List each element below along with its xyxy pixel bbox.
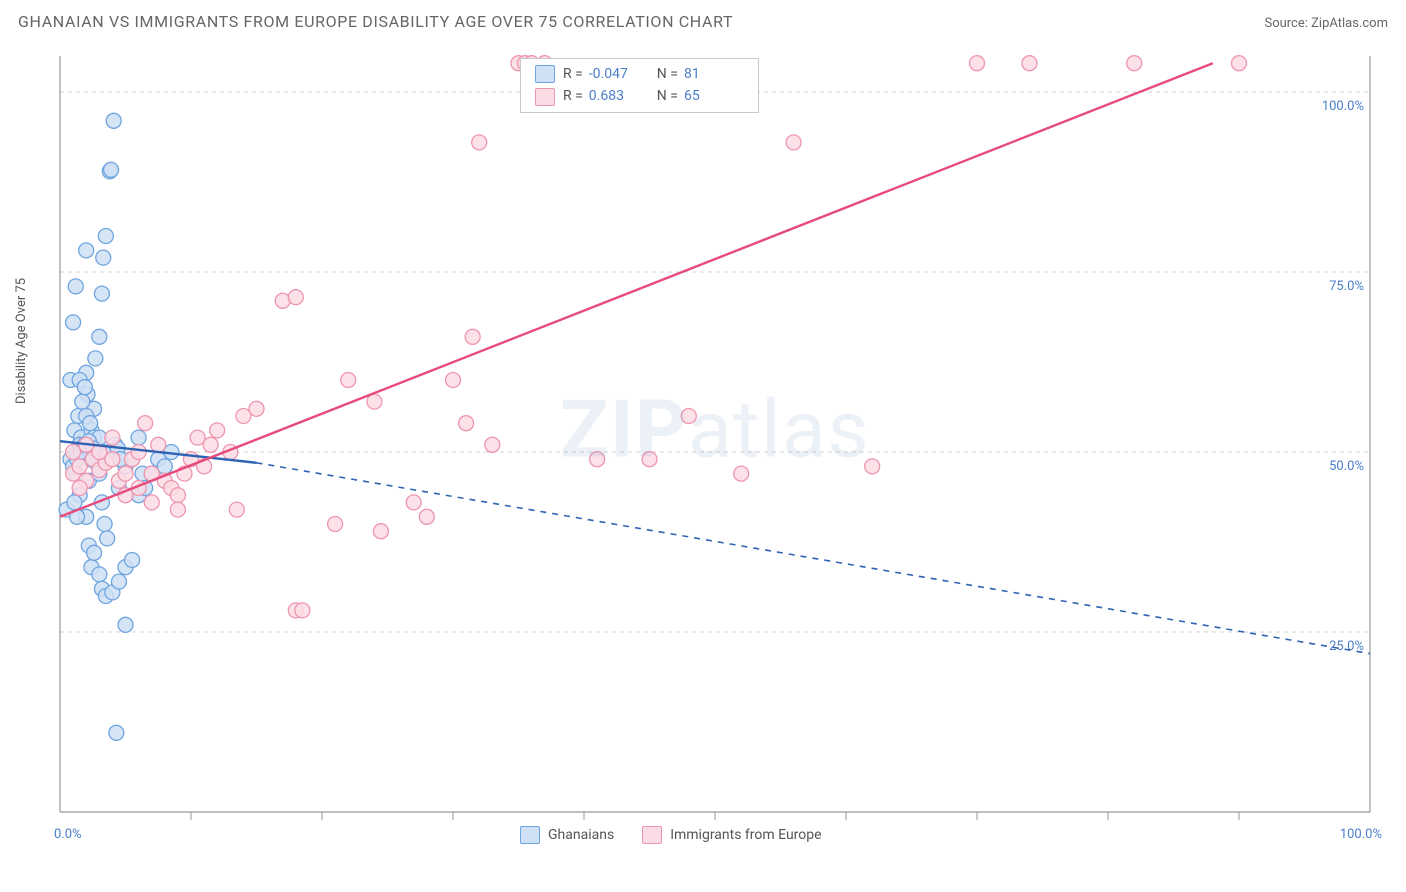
legend-row: R = 0.683 N = 65 [535,85,744,107]
source-credit: Source: ZipAtlas.com [1264,16,1388,31]
y-axis-label: Disability Age Over 75 [14,278,29,404]
svg-text:75.0%: 75.0% [1329,279,1364,294]
legend-r: R = -0.047 [563,63,649,85]
legend-n: N = 65 [657,85,744,107]
correlation-legend: R = -0.047 N = 81 R = 0.683 N = 65 [520,58,759,113]
chart-area: Disability Age Over 75 ZIPatlas 25.0%50.… [40,44,1390,834]
legend-label: Ghanaians [548,827,614,843]
svg-text:50.0%: 50.0% [1329,459,1364,474]
x-axis-start-label: 0.0% [54,827,82,842]
legend-item: Immigrants from Europe [642,826,821,844]
legend-row: R = -0.047 N = 81 [535,63,744,85]
legend-swatch [535,88,555,106]
scatter-chart: 25.0%50.0%75.0%100.0% [40,44,1390,834]
legend-swatch [535,65,555,83]
x-axis-end-label: 100.0% [1340,827,1382,842]
legend-label: Immigrants from Europe [670,827,821,843]
legend-r: R = 0.683 [563,85,649,107]
legend-swatch [520,826,540,844]
legend-n: N = 81 [657,63,744,85]
legend-swatch [642,826,662,844]
svg-text:100.0%: 100.0% [1322,99,1364,114]
series-legend: Ghanaians Immigrants from Europe [520,826,822,844]
legend-item: Ghanaians [520,826,614,844]
chart-title: GHANAIAN VS IMMIGRANTS FROM EUROPE DISAB… [18,12,733,31]
